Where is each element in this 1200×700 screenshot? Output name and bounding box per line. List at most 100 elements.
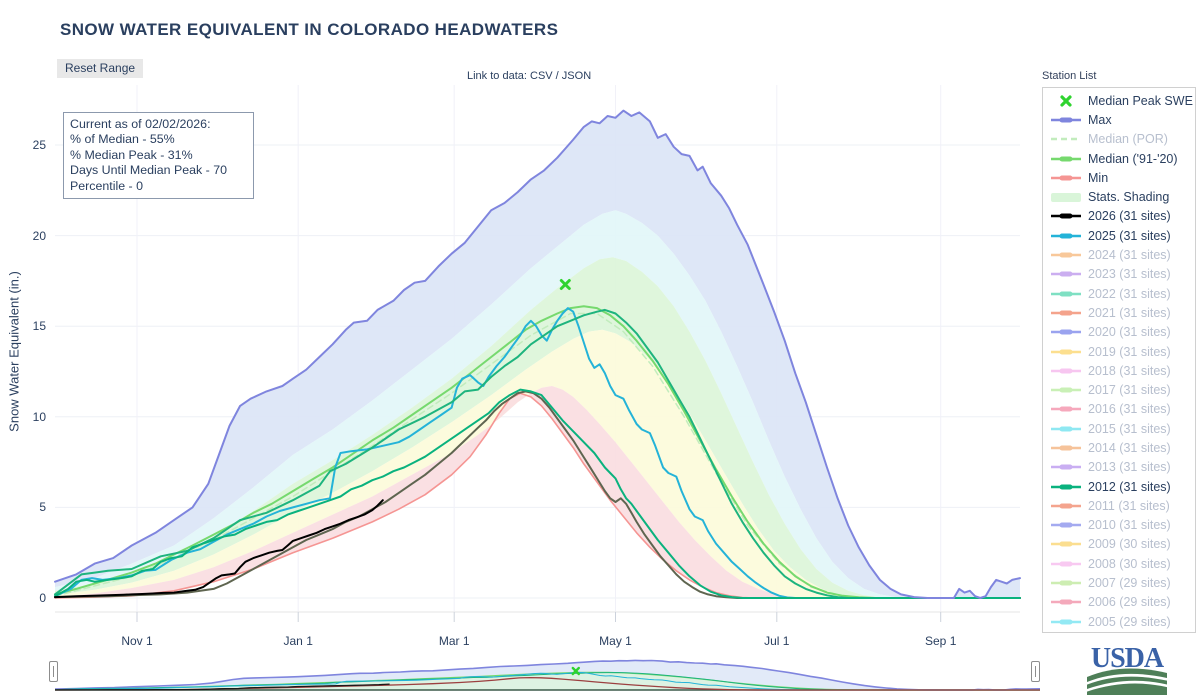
series-line <box>54 390 1021 599</box>
nav-min-line <box>54 676 1040 691</box>
legend-item-label: 2015 (31 sites) <box>1088 421 1171 436</box>
legend-item-2022-31-sites[interactable]: 2022 (31 sites) <box>1043 284 1195 303</box>
x-tick-label: Mar 1 <box>438 634 470 648</box>
legend-item-label: 2021 (31 sites) <box>1088 305 1171 320</box>
legend-item-label: 2005 (29 sites) <box>1088 614 1171 629</box>
csv-link[interactable]: CSV <box>530 70 553 82</box>
line-swatch-icon <box>1051 349 1081 354</box>
line-swatch-icon <box>1051 561 1081 567</box>
json-link[interactable]: JSON <box>561 70 592 82</box>
legend-item-label: Median (POR) <box>1088 132 1168 147</box>
legend-item-label: 2012 (31 sites) <box>1088 479 1171 494</box>
line-swatch-icon <box>1051 464 1081 470</box>
data-link-separator: / <box>552 70 562 82</box>
legend-item-2014-31-sites[interactable]: 2014 (31 sites) <box>1043 438 1195 457</box>
y-tick-label: 10 <box>32 409 46 424</box>
status-line-percentile: Percentile - 0 <box>70 178 144 193</box>
line-swatch-icon <box>1051 503 1081 509</box>
station-list-label: Station List <box>1042 70 1097 82</box>
x-tick-label: Nov 1 <box>121 634 153 648</box>
legend-item-2017-31-sites[interactable]: 2017 (31 sites) <box>1043 380 1195 399</box>
legend-item-2026-31-sites[interactable]: 2026 (31 sites) <box>1043 207 1195 226</box>
legend-item-label: 2024 (31 sites) <box>1088 248 1171 263</box>
legend-item-label: Max <box>1088 112 1112 127</box>
line-swatch-icon <box>1051 117 1081 123</box>
stats-shading-band <box>55 257 1020 598</box>
line-swatch-icon <box>1051 387 1081 393</box>
legend-item-label: 2014 (31 sites) <box>1088 440 1171 455</box>
status-line-date: Current as of 02/02/2026: <box>70 117 211 131</box>
line-swatch-icon <box>1051 619 1081 625</box>
legend-item-label: 2019 (31 sites) <box>1088 344 1171 359</box>
legend-item-label: Stats. Shading <box>1088 190 1170 205</box>
legend-item-median-91-20[interactable]: Median ('91-'20) <box>1043 149 1195 168</box>
legend-item-2021-31-sites[interactable]: 2021 (31 sites) <box>1043 303 1195 322</box>
legend-item-max[interactable]: Max <box>1043 110 1195 129</box>
y-tick-label: 5 <box>39 500 46 515</box>
legend-item-label: 2018 (31 sites) <box>1088 363 1171 378</box>
legend-item-2010-31-sites[interactable]: 2010 (31 sites) <box>1043 516 1195 535</box>
navigator-right-handle[interactable] <box>1031 661 1040 682</box>
line-swatch-icon <box>1051 484 1081 490</box>
legend-item-min[interactable]: Min <box>1043 168 1195 187</box>
y-tick-label: 25 <box>32 138 46 152</box>
legend-item-median-por[interactable]: Median (POR) <box>1043 130 1195 149</box>
line-swatch-icon <box>1051 541 1081 547</box>
y-tick-label: 0 <box>39 591 46 605</box>
legend-item-2020-31-sites[interactable]: 2020 (31 sites) <box>1043 323 1195 342</box>
navigator-left-handle[interactable] <box>49 661 58 682</box>
series-line <box>54 388 1021 599</box>
series-line <box>54 307 1021 599</box>
legend-item-2012-31-sites[interactable]: 2012 (31 sites) <box>1043 477 1195 496</box>
legend-item-2023-31-sites[interactable]: 2023 (31 sites) <box>1043 265 1195 284</box>
legend-item-2018-31-sites[interactable]: 2018 (31 sites) <box>1043 361 1195 380</box>
legend-item-label: 2008 (30 sites) <box>1088 556 1171 571</box>
legend-item-label: 2023 (31 sites) <box>1088 267 1171 282</box>
line-swatch-icon <box>1051 426 1081 432</box>
line-swatch-icon <box>1051 252 1081 258</box>
legend-item-2015-31-sites[interactable]: 2015 (31 sites) <box>1043 419 1195 438</box>
y-axis-tick-labels: 0 5 10 15 20 25 <box>20 0 46 700</box>
legend-item-2025-31-sites[interactable]: 2025 (31 sites) <box>1043 226 1195 245</box>
legend-item-label: 2020 (31 sites) <box>1088 325 1171 340</box>
legend-item-label: 2010 (31 sites) <box>1088 518 1171 533</box>
legend-item-2019-31-sites[interactable]: 2019 (31 sites) <box>1043 342 1195 361</box>
x-tick-label: May 1 <box>599 634 632 648</box>
data-link-prefix: Link to data: <box>467 70 530 82</box>
status-line-days-until-peak: Days Until Median Peak - 70 <box>70 163 228 178</box>
legend-item-label: 2007 (29 sites) <box>1088 576 1171 591</box>
stats-shading-band <box>55 210 1020 598</box>
nav-2025-line <box>54 671 1040 691</box>
legend-item-2016-31-sites[interactable]: 2016 (31 sites) <box>1043 400 1195 419</box>
legend-item-label: 2025 (31 sites) <box>1088 228 1171 243</box>
legend-item-median-peak-swe[interactable]: Median Peak SWE <box>1043 91 1195 110</box>
line-swatch-icon <box>1051 271 1081 277</box>
legend-item-label: 2013 (31 sites) <box>1088 460 1171 475</box>
legend-item-2013-31-sites[interactable]: 2013 (31 sites) <box>1043 458 1195 477</box>
stats-shading-band <box>55 329 1020 598</box>
line-swatch-icon <box>1051 445 1081 451</box>
status-line-pct-median-peak: % Median Peak - 31% <box>70 147 193 162</box>
nav-peak-marker <box>571 666 580 676</box>
legend-item-2005-29-sites[interactable]: 2005 (29 sites) <box>1043 612 1195 631</box>
legend-item-2007-29-sites[interactable]: 2007 (29 sites) <box>1043 573 1195 592</box>
legend-item-label: 2016 (31 sites) <box>1088 402 1171 417</box>
legend-item-stats-shading[interactable]: Stats. Shading <box>1043 187 1195 206</box>
legend-item-2006-29-sites[interactable]: 2006 (29 sites) <box>1043 593 1195 612</box>
line-swatch-icon <box>1051 233 1081 239</box>
legend-item-2024-31-sites[interactable]: 2024 (31 sites) <box>1043 245 1195 264</box>
line-swatch-icon <box>1051 291 1081 297</box>
status-line-pct-median: % of Median - 55% <box>70 132 175 147</box>
legend-item-label: 2006 (29 sites) <box>1088 595 1171 610</box>
legend-item-2011-31-sites[interactable]: 2011 (31 sites) <box>1043 496 1195 515</box>
legend-item-2009-30-sites[interactable]: 2009 (30 sites) <box>1043 535 1195 554</box>
usda-logo: USDA <box>1087 643 1167 695</box>
reset-range-button[interactable]: Reset Range <box>57 59 144 78</box>
legend-item-label: 2011 (31 sites) <box>1088 498 1170 513</box>
legend-item-2008-30-sites[interactable]: 2008 (30 sites) <box>1043 554 1195 573</box>
x-tick-label: Jan 1 <box>283 634 313 648</box>
line-swatch-icon <box>1051 368 1081 374</box>
legend-item-label: 2009 (30 sites) <box>1088 537 1171 552</box>
range-navigator[interactable] <box>54 659 1041 693</box>
